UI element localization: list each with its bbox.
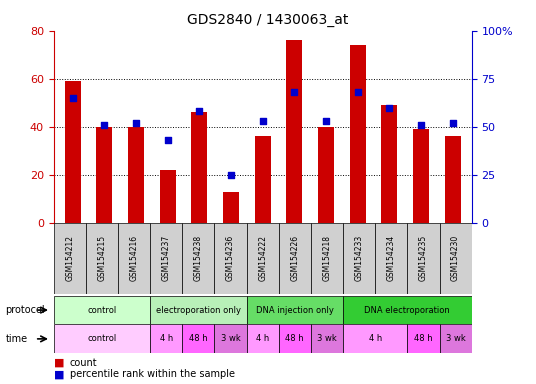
- Text: GDS2840 / 1430063_at: GDS2840 / 1430063_at: [187, 13, 349, 27]
- Text: GSM154236: GSM154236: [226, 235, 235, 281]
- Text: electroporation only: electroporation only: [156, 306, 241, 314]
- Bar: [382, 105, 397, 223]
- Text: control: control: [87, 334, 116, 343]
- Point: [290, 89, 299, 95]
- Bar: [255, 136, 271, 223]
- Text: GSM154233: GSM154233: [355, 235, 363, 281]
- FancyBboxPatch shape: [150, 223, 182, 294]
- FancyBboxPatch shape: [311, 324, 343, 353]
- Text: 48 h: 48 h: [414, 334, 433, 343]
- Point: [449, 120, 457, 126]
- Text: 48 h: 48 h: [286, 334, 304, 343]
- Text: 4 h: 4 h: [256, 334, 269, 343]
- Text: 3 wk: 3 wk: [446, 334, 465, 343]
- Text: GSM154216: GSM154216: [130, 235, 138, 281]
- Text: GSM154230: GSM154230: [451, 235, 460, 281]
- FancyBboxPatch shape: [343, 296, 472, 324]
- Point: [100, 122, 109, 128]
- Bar: [413, 129, 429, 223]
- Text: ■: ■: [54, 369, 64, 379]
- FancyBboxPatch shape: [247, 296, 343, 324]
- Bar: [128, 127, 144, 223]
- Text: GSM154226: GSM154226: [291, 235, 299, 281]
- Text: 4 h: 4 h: [160, 334, 173, 343]
- FancyBboxPatch shape: [182, 223, 214, 294]
- FancyBboxPatch shape: [440, 223, 472, 294]
- FancyBboxPatch shape: [247, 223, 279, 294]
- Point: [416, 122, 425, 128]
- FancyBboxPatch shape: [150, 324, 182, 353]
- Text: GSM154235: GSM154235: [419, 235, 428, 281]
- Bar: [160, 170, 175, 223]
- Bar: [191, 112, 207, 223]
- Text: 4 h: 4 h: [369, 334, 382, 343]
- FancyBboxPatch shape: [279, 324, 311, 353]
- Bar: [96, 127, 112, 223]
- Text: GSM154234: GSM154234: [387, 235, 396, 281]
- Text: 3 wk: 3 wk: [221, 334, 240, 343]
- Text: ■: ■: [54, 358, 64, 368]
- Bar: [223, 192, 239, 223]
- Bar: [65, 81, 80, 223]
- FancyBboxPatch shape: [343, 324, 407, 353]
- Point: [258, 118, 267, 124]
- Bar: [286, 40, 302, 223]
- Text: DNA electroporation: DNA electroporation: [364, 306, 450, 314]
- FancyBboxPatch shape: [54, 296, 150, 324]
- Text: GSM154238: GSM154238: [194, 235, 203, 281]
- Point: [132, 120, 140, 126]
- Text: GSM154222: GSM154222: [258, 235, 267, 281]
- FancyBboxPatch shape: [86, 223, 118, 294]
- Point: [227, 172, 235, 178]
- Text: DNA injection only: DNA injection only: [256, 306, 334, 314]
- FancyBboxPatch shape: [118, 223, 150, 294]
- Text: time: time: [5, 334, 27, 344]
- Bar: [318, 127, 334, 223]
- Text: count: count: [70, 358, 98, 368]
- FancyBboxPatch shape: [214, 324, 247, 353]
- FancyBboxPatch shape: [407, 223, 440, 294]
- FancyBboxPatch shape: [311, 223, 343, 294]
- FancyBboxPatch shape: [150, 296, 247, 324]
- Bar: [445, 136, 460, 223]
- FancyBboxPatch shape: [247, 324, 279, 353]
- Point: [195, 108, 204, 114]
- Text: percentile rank within the sample: percentile rank within the sample: [70, 369, 235, 379]
- FancyBboxPatch shape: [182, 324, 214, 353]
- Text: GSM154218: GSM154218: [323, 235, 331, 281]
- Text: GSM154212: GSM154212: [65, 235, 74, 281]
- FancyBboxPatch shape: [343, 223, 375, 294]
- Text: protocol: protocol: [5, 305, 45, 315]
- Text: 48 h: 48 h: [189, 334, 207, 343]
- FancyBboxPatch shape: [440, 324, 472, 353]
- Text: control: control: [87, 306, 116, 314]
- FancyBboxPatch shape: [375, 223, 407, 294]
- FancyBboxPatch shape: [279, 223, 311, 294]
- Point: [163, 137, 172, 143]
- Text: GSM154237: GSM154237: [162, 235, 170, 281]
- Point: [385, 104, 393, 111]
- FancyBboxPatch shape: [54, 324, 150, 353]
- Point: [353, 89, 362, 95]
- Point: [322, 118, 330, 124]
- FancyBboxPatch shape: [407, 324, 440, 353]
- Text: GSM154215: GSM154215: [98, 235, 106, 281]
- FancyBboxPatch shape: [214, 223, 247, 294]
- Point: [68, 95, 77, 101]
- Bar: [349, 45, 366, 223]
- Text: 3 wk: 3 wk: [317, 334, 337, 343]
- FancyBboxPatch shape: [54, 223, 86, 294]
